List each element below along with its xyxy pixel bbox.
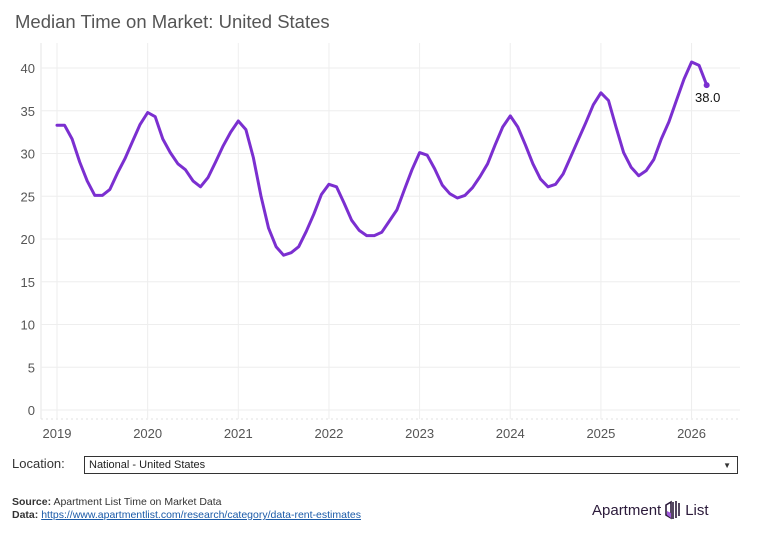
y-tick-label: 20 [21,232,35,247]
y-tick-label: 10 [21,318,35,333]
y-tick-label: 30 [21,147,35,162]
x-tick-label: 2019 [43,426,72,441]
location-selected-value: National - United States [89,459,206,471]
x-tick-label: 2025 [586,426,615,441]
y-tick-label: 25 [21,189,35,204]
apartment-list-logo: Apartment List [592,499,709,521]
source-footer: Source: Apartment List Time on Market Da… [12,496,361,522]
logo-text-right: List [685,501,709,519]
chart-title: Median Time on Market: United States [15,11,330,32]
x-tick-label: 2021 [224,426,253,441]
data-label: Data: [12,509,39,521]
y-tick-label: 15 [21,275,35,290]
series-line [55,60,709,257]
logo-icon [665,500,681,520]
logo-text-left: Apartment [592,501,662,519]
y-tick-label: 0 [28,403,35,418]
x-tick-label: 2024 [496,426,525,441]
last-value-label: 38.0 [695,90,720,105]
y-tick-label: 5 [28,360,35,375]
source-label: Source: [12,496,52,508]
x-tick-label: 2020 [133,426,162,441]
data-link[interactable]: https://www.apartmentlist.com/research/c… [41,509,361,521]
last-point-marker [703,82,710,89]
y-tick-label: 40 [21,61,35,76]
x-tick-label: 2026 [677,426,706,441]
x-tick-label: 2023 [405,426,434,441]
dropdown-arrow-icon: ▼ [723,461,731,470]
location-label: Location: [12,456,65,471]
location-select[interactable]: National - United States ▼ [84,456,738,474]
y-tick-label: 35 [21,104,35,119]
source-text: Apartment List Time on Market Data [53,496,222,508]
x-tick-label: 2022 [314,426,343,441]
